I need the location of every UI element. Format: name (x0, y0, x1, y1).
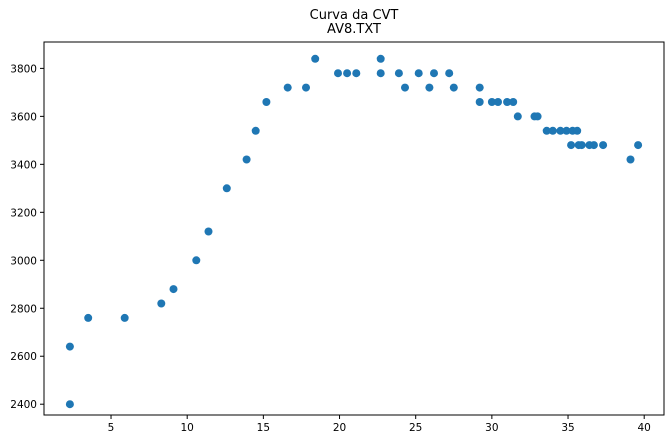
data-point (589, 141, 598, 150)
x-tick-label: 40 (638, 422, 651, 434)
data-point (192, 256, 201, 265)
chart-subtitle: AV8.TXT (327, 22, 381, 37)
data-point (65, 342, 74, 351)
data-point (120, 313, 129, 322)
data-point (445, 69, 454, 78)
data-point (169, 285, 178, 294)
data-point (430, 69, 438, 78)
y-tick-label: 3200 (10, 207, 37, 219)
data-point (567, 141, 576, 150)
data-point (577, 141, 586, 150)
y-tick-label: 2600 (10, 351, 37, 363)
data-point (352, 69, 361, 78)
data-point (262, 98, 271, 106)
data-point (634, 141, 643, 150)
data-point (204, 227, 213, 236)
x-tick-label: 15 (257, 422, 270, 434)
data-point (475, 83, 484, 92)
y-tick-label: 3800 (10, 63, 37, 75)
data-point (242, 155, 251, 164)
plot-area-frame (43, 41, 665, 416)
x-tick-label: 20 (333, 422, 346, 434)
x-tick-label: 10 (181, 422, 194, 434)
data-point (334, 69, 342, 78)
data-point (65, 400, 74, 409)
data-point (157, 299, 166, 308)
data-point (376, 69, 385, 78)
data-point (302, 83, 310, 92)
data-point (509, 98, 518, 106)
x-tick-label: 5 (108, 422, 115, 434)
data-point (599, 141, 608, 150)
data-point (494, 98, 502, 106)
y-tick-label: 3400 (10, 159, 37, 171)
data-point (222, 184, 231, 193)
data-point (573, 126, 582, 135)
data-point (548, 126, 557, 135)
data-point (394, 69, 403, 78)
data-point (343, 69, 352, 78)
y-tick-label: 3000 (10, 255, 37, 267)
y-tick-label: 2400 (10, 399, 37, 411)
x-tick-label: 30 (485, 422, 498, 434)
data-point (626, 155, 635, 164)
data-point (556, 126, 565, 135)
data-point (376, 54, 385, 63)
data-point (283, 83, 292, 92)
data-point (449, 83, 458, 92)
x-tick-label: 25 (409, 422, 422, 434)
y-axis: 2400 2600 2800 3000 3200 3400 3600 3800 (10, 63, 44, 411)
data-point (414, 69, 423, 78)
y-tick-label: 3600 (10, 111, 37, 123)
data-point (513, 112, 522, 121)
data-point (84, 313, 93, 322)
data-point (401, 83, 409, 92)
data-points (65, 54, 643, 409)
data-point (503, 98, 512, 106)
data-point (533, 112, 542, 121)
x-axis: 5 10 15 20 25 30 35 40 (108, 415, 651, 434)
data-point (311, 54, 320, 63)
x-tick-label: 35 (561, 422, 574, 434)
data-point (542, 126, 551, 135)
data-point (251, 126, 260, 135)
data-point (425, 83, 434, 92)
y-tick-label: 2800 (10, 303, 37, 315)
data-point (475, 98, 484, 106)
chart-title: Curva da CVT (310, 8, 399, 23)
data-point (562, 126, 571, 135)
data-point (487, 98, 496, 106)
